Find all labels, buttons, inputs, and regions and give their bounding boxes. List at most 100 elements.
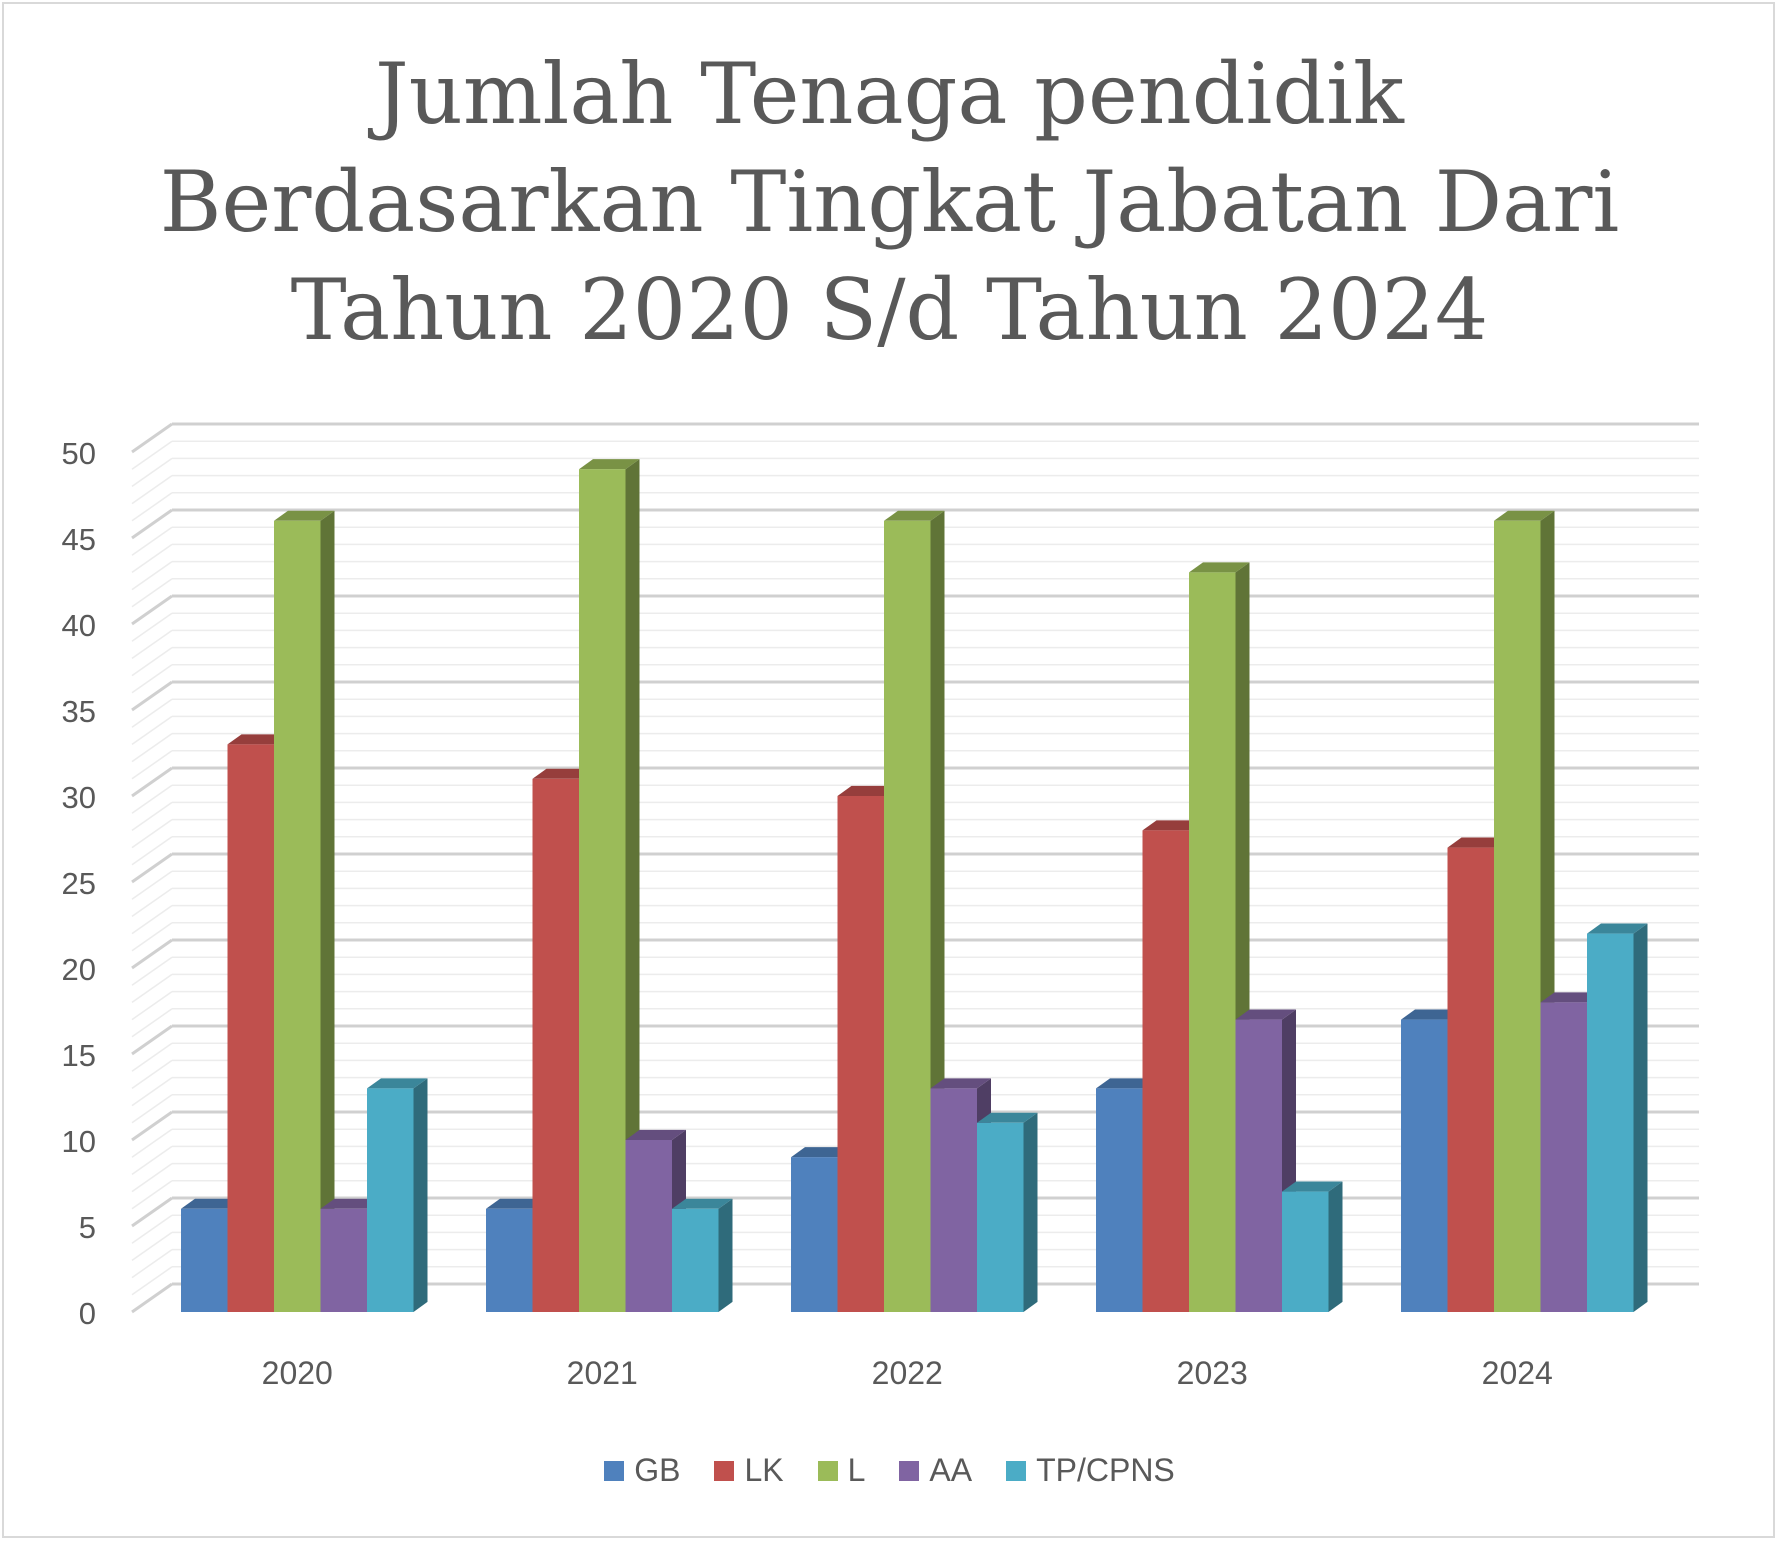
gridline-side	[131, 922, 173, 952]
legend-swatch	[899, 1460, 920, 1481]
bar-side	[1023, 1112, 1038, 1312]
bar-side	[1328, 1181, 1343, 1312]
bar-AA-2024	[1540, 1002, 1587, 1312]
chart-title-line-3: Tahun 2020 S/d Tahun 2024	[290, 261, 1489, 359]
bar-AA-2021	[625, 1140, 672, 1312]
bar-LK-2024	[1447, 847, 1494, 1312]
gridline-side	[131, 1128, 173, 1158]
legend-item: TP/CPNS	[1006, 1452, 1175, 1489]
bar-top	[1401, 1009, 1462, 1020]
bar-top	[672, 1198, 733, 1209]
legend-swatch	[817, 1460, 838, 1481]
bar-top	[320, 1198, 381, 1209]
legend-label: TP/CPNS	[1036, 1452, 1175, 1488]
bar-GB-2024	[1401, 1019, 1448, 1312]
bar-top	[486, 1198, 547, 1209]
legend-item: LK	[714, 1452, 784, 1489]
x-tick-label: 2023	[1177, 1355, 1248, 1391]
gridline-side	[131, 612, 173, 642]
chart-title-line-1: Jumlah Tenaga pendidik	[375, 45, 1404, 143]
bar-GB-2022	[791, 1157, 838, 1312]
gridline-side	[131, 836, 173, 866]
legend-swatch	[1006, 1460, 1027, 1481]
gridline-side	[131, 1008, 173, 1038]
bar-AA-2023	[1235, 1019, 1282, 1312]
gridline-side	[131, 973, 173, 1004]
bar-AA-2022	[930, 1088, 977, 1312]
x-tick-label: 2024	[1482, 1355, 1553, 1391]
gridline-side	[131, 1214, 173, 1244]
y-tick-label: 30	[62, 780, 96, 815]
legend-label: AA	[929, 1452, 973, 1488]
chart-title: Jumlah Tenaga pendidik Berdasarkan Tingk…	[0, 40, 1779, 364]
gridline-side	[131, 1266, 173, 1296]
gridline-side	[131, 560, 173, 591]
gridline-side	[131, 938, 173, 970]
gridline-side	[131, 1180, 173, 1210]
bar-top	[1540, 992, 1601, 1003]
gridline-side	[131, 594, 173, 626]
bar-top	[1494, 510, 1555, 521]
chart-title-line-2: Berdasarkan Tingkat Jabatan Dari	[159, 153, 1620, 251]
bar-top	[227, 734, 288, 745]
gridline-side	[131, 818, 173, 849]
bar-top	[930, 1078, 991, 1089]
x-tick-label: 2021	[567, 1355, 638, 1391]
bar-top	[579, 459, 640, 470]
bar-TP/CPNS-2021	[672, 1208, 719, 1312]
gridline-side	[131, 852, 173, 884]
bar-side	[413, 1078, 428, 1312]
chart-legend: GB LK L AA TP/CPNS	[0, 1452, 1779, 1489]
bar-top	[837, 785, 898, 796]
bar-top	[1235, 1009, 1296, 1020]
bar-L-2022	[884, 520, 931, 1312]
bar-top	[1282, 1181, 1343, 1192]
bar-side	[320, 510, 335, 1313]
legend-label: LK	[744, 1452, 784, 1488]
bar-TP/CPNS-2022	[977, 1122, 1024, 1312]
x-tick-label: 2020	[262, 1355, 333, 1391]
bar-top	[532, 768, 593, 779]
gridline-side	[131, 956, 173, 986]
bar-top	[1142, 820, 1203, 831]
gridline-side	[131, 457, 173, 488]
bar-TP/CPNS-2024	[1587, 933, 1634, 1312]
bar-TP/CPNS-2020	[367, 1088, 414, 1312]
gridline-side	[131, 784, 173, 814]
bar-side	[1633, 923, 1648, 1312]
bar-GB-2020	[181, 1208, 228, 1312]
bar-L-2020	[274, 520, 321, 1312]
bar-side	[718, 1198, 733, 1312]
bar-top	[625, 1129, 686, 1140]
gridline-side	[131, 543, 173, 574]
gridline-side	[131, 1024, 173, 1056]
gridline-side	[131, 766, 173, 798]
gridline-side	[131, 698, 173, 728]
gridline-side	[131, 887, 173, 918]
bar-TP/CPNS-2023	[1282, 1191, 1329, 1312]
gridline-side	[131, 578, 173, 608]
gridline-side	[131, 422, 173, 454]
gridline-side	[131, 1094, 173, 1124]
bar-top	[367, 1078, 428, 1089]
bar-GB-2021	[486, 1208, 533, 1312]
gridline-side	[131, 801, 173, 832]
bar-top	[1587, 923, 1648, 934]
gridline-side	[131, 1110, 173, 1142]
gridline-side	[131, 715, 173, 746]
bar-top	[884, 510, 945, 521]
gridline-side	[131, 1248, 173, 1279]
legend-swatch	[714, 1460, 735, 1481]
gridline-side	[131, 646, 173, 677]
bar-L-2021	[579, 469, 626, 1312]
y-tick-label: 35	[62, 694, 96, 729]
bar-AA-2020	[320, 1208, 367, 1312]
gridline-side	[131, 1145, 173, 1176]
gridline-side	[131, 474, 173, 505]
y-tick-label: 15	[62, 1038, 96, 1073]
gridline-side	[131, 508, 173, 540]
gridline-side	[131, 870, 173, 900]
legend-item: L	[817, 1452, 865, 1489]
gridline-side	[131, 440, 173, 470]
